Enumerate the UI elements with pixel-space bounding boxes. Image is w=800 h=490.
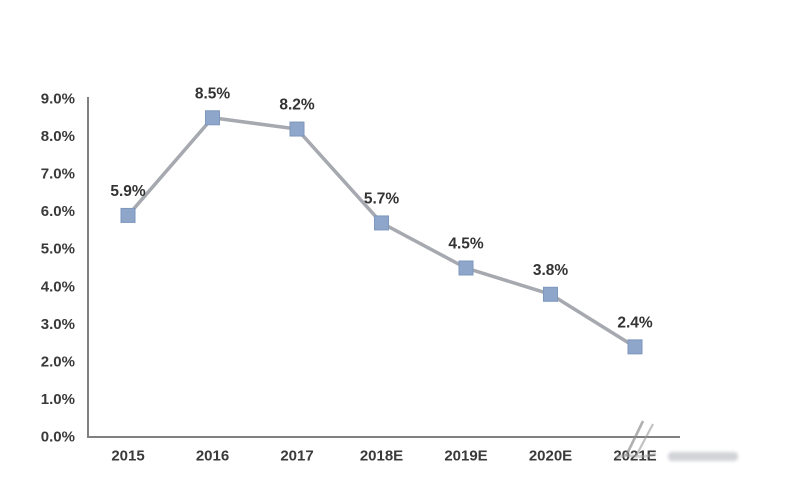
data-point-label: 8.2% <box>279 97 315 114</box>
data-point-label: 5.7% <box>364 190 400 207</box>
data-point-marker <box>289 121 305 137</box>
data-point-marker <box>120 207 136 223</box>
y-tick-label: 8.0% <box>41 128 75 145</box>
x-tick-label: 2017 <box>280 448 313 465</box>
x-tick-label: 2019E <box>444 448 487 465</box>
x-tick-label: 2015 <box>111 448 144 465</box>
x-tick-label: 2018E <box>360 448 403 465</box>
x-tick-label: 2021E <box>613 448 656 465</box>
data-point-label: 4.5% <box>448 236 484 253</box>
y-tick-label: 5.0% <box>41 241 75 258</box>
data-point-label: 5.9% <box>110 183 146 200</box>
y-tick-label: 1.0% <box>41 391 75 408</box>
data-point-label: 8.5% <box>195 85 231 102</box>
y-tick-label: 4.0% <box>41 278 75 295</box>
x-tick-label: 2016 <box>196 448 229 465</box>
y-tick-label: 2.0% <box>41 353 75 370</box>
y-tick-label: 3.0% <box>41 316 75 333</box>
y-tick-label: 9.0% <box>41 91 75 108</box>
data-point-marker <box>627 339 643 355</box>
y-tick-label: 0.0% <box>41 429 75 446</box>
data-point-marker <box>374 215 389 231</box>
data-point-marker <box>543 286 558 302</box>
y-tick-label: 7.0% <box>41 166 75 183</box>
data-point-marker <box>458 260 474 276</box>
data-point-label: 2.4% <box>617 314 653 331</box>
trend-line <box>126 115 636 349</box>
y-tick-label: 6.0% <box>41 203 75 220</box>
x-tick-label: 2020E <box>529 448 572 465</box>
data-point-label: 3.8% <box>533 262 569 279</box>
data-point-marker <box>205 110 220 126</box>
